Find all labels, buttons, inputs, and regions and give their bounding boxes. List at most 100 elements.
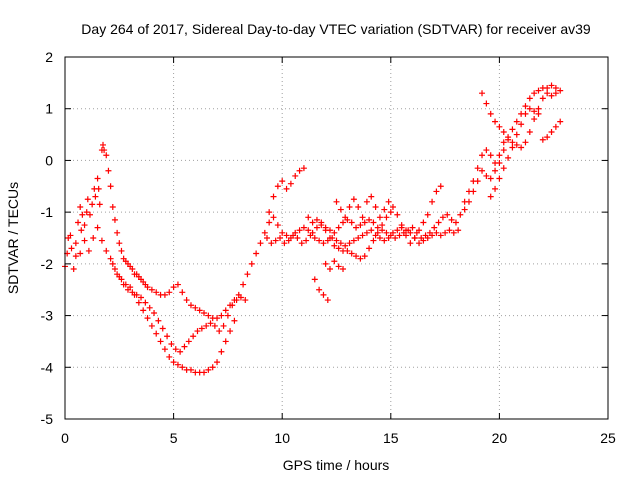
- data-point-marker: [187, 302, 194, 309]
- data-point-marker: [403, 232, 410, 239]
- data-point-marker: [168, 341, 175, 348]
- data-point-marker: [385, 198, 392, 205]
- x-tick-labels: 0 5 10 15 20 25: [61, 430, 616, 446]
- data-points: [62, 82, 564, 376]
- data-point-marker: [292, 172, 299, 179]
- data-point-marker: [270, 214, 277, 221]
- data-point-marker: [316, 286, 323, 293]
- data-point-marker: [544, 85, 551, 92]
- data-point-marker: [531, 116, 538, 123]
- data-point-marker: [83, 209, 90, 216]
- data-point-marker: [407, 229, 414, 236]
- series-9: [461, 139, 507, 205]
- data-point-marker: [79, 211, 86, 218]
- data-point-marker: [303, 237, 310, 244]
- data-point-marker: [100, 141, 107, 148]
- x-tick-label: 0: [61, 430, 69, 446]
- data-point-marker: [389, 203, 396, 210]
- data-point-marker: [513, 118, 520, 125]
- data-point-marker: [539, 95, 546, 102]
- data-point-marker: [437, 183, 444, 190]
- data-point-marker: [457, 211, 464, 218]
- data-point-marker: [94, 224, 101, 231]
- data-point-marker: [387, 209, 394, 216]
- data-point-marker: [522, 139, 529, 146]
- data-point-marker: [114, 229, 121, 236]
- x-tick-label: 10: [274, 430, 290, 446]
- y-tick-label: 0: [45, 152, 53, 168]
- data-point-marker: [409, 224, 416, 231]
- data-point-marker: [300, 165, 307, 172]
- data-point-marker: [326, 266, 333, 273]
- y-tick-labels: -5 -4 -3 -2 -1 0 1 2: [41, 49, 54, 427]
- data-point-marker: [403, 227, 410, 234]
- data-point-marker: [331, 242, 338, 249]
- y-tick-label: -4: [41, 359, 54, 375]
- data-point-marker: [103, 247, 110, 254]
- data-point-marker: [266, 219, 273, 226]
- y-tick-label: 1: [45, 101, 53, 117]
- y-tick-label: -3: [41, 308, 54, 324]
- data-point-marker: [114, 271, 121, 278]
- data-point-marker: [86, 211, 93, 218]
- data-point-marker: [526, 128, 533, 135]
- data-point-marker: [300, 224, 307, 231]
- data-point-marker: [94, 175, 101, 182]
- data-point-marker: [379, 222, 386, 229]
- data-point-marker: [335, 263, 342, 270]
- data-point-marker: [144, 284, 151, 291]
- y-tick-label: 2: [45, 49, 53, 65]
- data-point-marker: [222, 307, 229, 314]
- data-point-marker: [153, 330, 160, 337]
- x-tick-label: 15: [383, 430, 399, 446]
- data-point-marker: [283, 185, 290, 192]
- data-point-marker: [201, 369, 208, 376]
- data-point-marker: [416, 227, 423, 234]
- data-point-marker: [318, 219, 325, 226]
- data-point-marker: [159, 325, 166, 332]
- data-point-marker: [296, 227, 303, 234]
- data-point-marker: [531, 108, 538, 115]
- data-point-marker: [261, 229, 268, 236]
- data-point-marker: [172, 346, 179, 353]
- data-point-marker: [492, 118, 499, 125]
- data-point-marker: [442, 229, 449, 236]
- data-point-marker: [185, 338, 192, 345]
- data-point-marker: [385, 235, 392, 241]
- data-point-marker: [496, 123, 503, 130]
- series-8: [487, 105, 564, 200]
- data-point-marker: [131, 291, 138, 298]
- data-point-marker: [105, 167, 112, 174]
- data-point-marker: [337, 240, 344, 247]
- data-point-marker: [353, 224, 360, 231]
- series-5: [333, 183, 444, 247]
- data-point-marker: [311, 235, 318, 241]
- data-point-marker: [435, 219, 442, 226]
- data-point-marker: [207, 320, 214, 327]
- data-point-marker: [216, 328, 223, 335]
- data-point-marker: [535, 110, 542, 117]
- data-point-marker: [305, 227, 312, 234]
- data-point-marker: [433, 229, 440, 236]
- data-point-marker: [526, 105, 533, 112]
- data-point-marker: [253, 250, 260, 257]
- data-point-marker: [242, 297, 249, 304]
- data-point-marker: [85, 247, 92, 254]
- data-point-marker: [148, 286, 155, 293]
- data-point-marker: [452, 219, 459, 226]
- x-tick-label: 25: [600, 430, 616, 446]
- data-point-marker: [368, 227, 375, 234]
- data-point-marker: [144, 315, 151, 322]
- data-point-marker: [342, 214, 349, 221]
- data-point-marker: [287, 180, 294, 187]
- data-point-marker: [203, 322, 210, 329]
- data-point-marker: [170, 284, 177, 291]
- data-point-marker: [429, 232, 436, 239]
- data-point-marker: [155, 317, 162, 324]
- data-point-marker: [429, 198, 436, 205]
- data-point-marker: [526, 95, 533, 102]
- data-point-marker: [161, 291, 168, 298]
- data-point-marker: [151, 309, 158, 316]
- data-point-marker: [231, 317, 238, 324]
- data-point-marker: [505, 134, 512, 141]
